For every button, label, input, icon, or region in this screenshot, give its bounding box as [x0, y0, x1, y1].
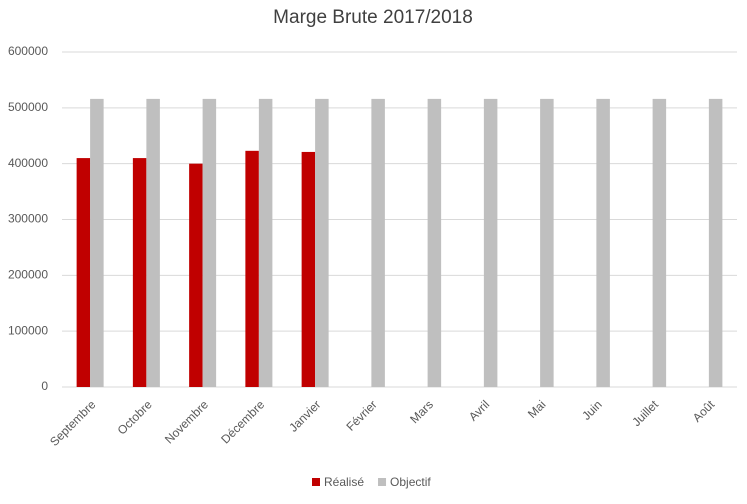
bar	[596, 98, 610, 388]
bar	[427, 98, 442, 388]
bar	[652, 98, 667, 388]
y-tick-label: 0	[41, 379, 48, 393]
bar	[132, 158, 147, 387]
bar	[483, 98, 498, 388]
bar	[371, 98, 385, 388]
legend-label: Réalisé	[324, 475, 364, 489]
bar	[76, 158, 91, 387]
bar	[315, 98, 329, 388]
y-tick-label: 300000	[8, 212, 48, 226]
legend-swatch	[312, 478, 320, 486]
bar	[258, 98, 273, 388]
y-tick-label: 500000	[8, 100, 48, 114]
bar	[540, 98, 554, 388]
y-tick-label: 100000	[8, 323, 48, 337]
bar	[146, 98, 160, 388]
bar	[202, 98, 217, 388]
bar	[90, 98, 104, 388]
y-tick-label: 200000	[8, 268, 48, 282]
chart-title: Marge Brute 2017/2018	[273, 7, 473, 28]
y-tick-label: 600000	[8, 44, 48, 58]
y-tick-label: 400000	[8, 156, 48, 170]
legend-swatch	[378, 478, 387, 486]
bar	[189, 163, 203, 387]
bar	[301, 151, 316, 387]
bar	[708, 98, 723, 388]
bar	[245, 150, 259, 387]
legend-label: Objectif	[390, 475, 431, 489]
